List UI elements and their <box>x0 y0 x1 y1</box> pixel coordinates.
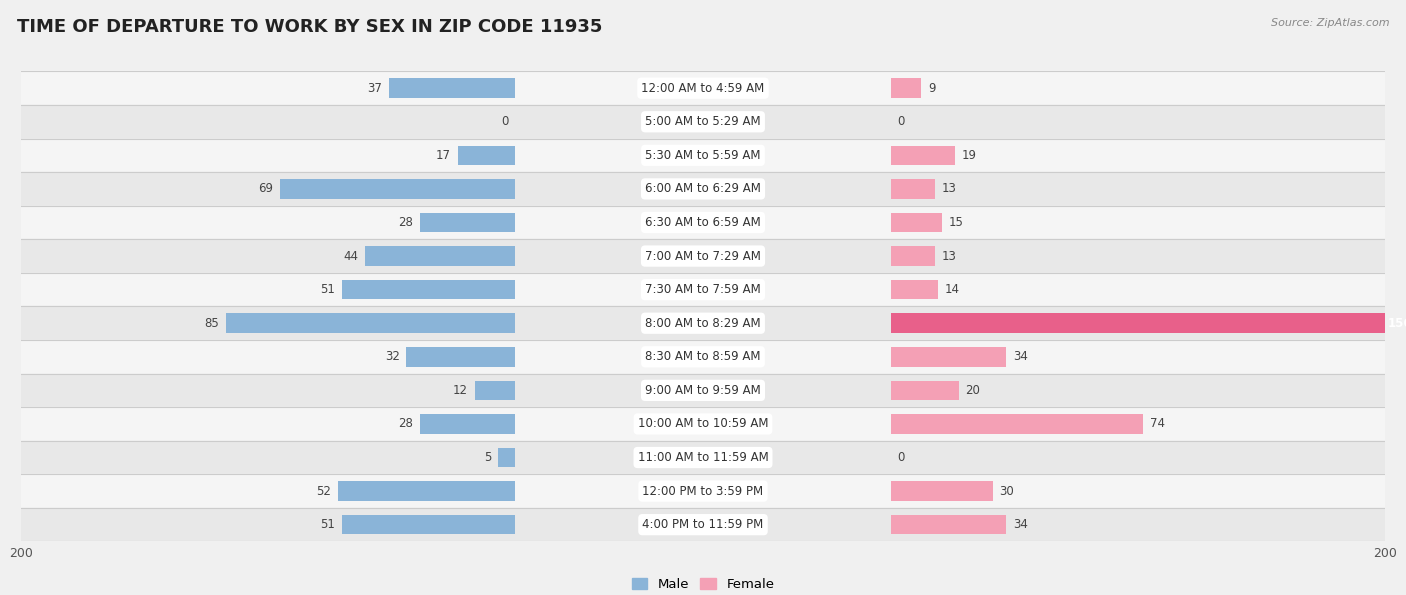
Text: 14: 14 <box>945 283 960 296</box>
Bar <box>475 381 516 400</box>
Bar <box>226 314 516 333</box>
Bar <box>890 79 921 98</box>
Text: 28: 28 <box>398 418 413 430</box>
Text: 15: 15 <box>949 216 963 229</box>
Text: 0: 0 <box>897 115 904 129</box>
Text: 85: 85 <box>204 317 219 330</box>
Bar <box>890 381 959 400</box>
Bar <box>21 374 1385 407</box>
Text: TIME OF DEPARTURE TO WORK BY SEX IN ZIP CODE 11935: TIME OF DEPARTURE TO WORK BY SEX IN ZIP … <box>17 18 602 36</box>
Text: 156: 156 <box>1388 317 1406 330</box>
Text: 7:00 AM to 7:29 AM: 7:00 AM to 7:29 AM <box>645 249 761 262</box>
Text: 37: 37 <box>367 82 382 95</box>
Text: 6:30 AM to 6:59 AM: 6:30 AM to 6:59 AM <box>645 216 761 229</box>
Text: 12:00 PM to 3:59 PM: 12:00 PM to 3:59 PM <box>643 484 763 497</box>
Bar <box>890 414 1143 434</box>
Text: 17: 17 <box>436 149 451 162</box>
Bar <box>21 172 1385 206</box>
Text: 12: 12 <box>453 384 468 397</box>
Bar <box>21 441 1385 474</box>
Text: 10:00 AM to 10:59 AM: 10:00 AM to 10:59 AM <box>638 418 768 430</box>
Bar <box>890 314 1406 333</box>
Bar <box>21 71 1385 105</box>
Text: 9:00 AM to 9:59 AM: 9:00 AM to 9:59 AM <box>645 384 761 397</box>
Text: 34: 34 <box>1014 350 1028 364</box>
Text: 34: 34 <box>1014 518 1028 531</box>
Bar <box>499 448 516 467</box>
Text: 6:00 AM to 6:29 AM: 6:00 AM to 6:29 AM <box>645 183 761 195</box>
Bar <box>457 146 516 165</box>
Bar <box>366 246 516 266</box>
Bar <box>342 280 516 299</box>
Text: 19: 19 <box>962 149 977 162</box>
Text: 5:30 AM to 5:59 AM: 5:30 AM to 5:59 AM <box>645 149 761 162</box>
Text: Source: ZipAtlas.com: Source: ZipAtlas.com <box>1271 18 1389 28</box>
Text: 8:30 AM to 8:59 AM: 8:30 AM to 8:59 AM <box>645 350 761 364</box>
Bar <box>21 474 1385 508</box>
Bar <box>890 146 955 165</box>
Bar <box>21 407 1385 441</box>
Bar <box>890 347 1007 367</box>
Text: 74: 74 <box>1150 418 1164 430</box>
Text: 8:00 AM to 8:29 AM: 8:00 AM to 8:29 AM <box>645 317 761 330</box>
Text: 30: 30 <box>1000 484 1014 497</box>
Bar <box>21 139 1385 172</box>
Text: 9: 9 <box>928 82 935 95</box>
Bar <box>890 515 1007 534</box>
Legend: Male, Female: Male, Female <box>626 572 780 595</box>
Bar <box>406 347 516 367</box>
Bar <box>420 414 516 434</box>
Text: 0: 0 <box>502 115 509 129</box>
Bar <box>420 213 516 232</box>
Text: 5:00 AM to 5:29 AM: 5:00 AM to 5:29 AM <box>645 115 761 129</box>
Text: 51: 51 <box>321 518 335 531</box>
Text: 11:00 AM to 11:59 AM: 11:00 AM to 11:59 AM <box>638 451 768 464</box>
Bar <box>21 206 1385 239</box>
Bar <box>890 179 935 199</box>
Bar <box>890 481 993 501</box>
Bar <box>21 340 1385 374</box>
Text: 32: 32 <box>385 350 399 364</box>
Text: 7:30 AM to 7:59 AM: 7:30 AM to 7:59 AM <box>645 283 761 296</box>
Text: 4:00 PM to 11:59 PM: 4:00 PM to 11:59 PM <box>643 518 763 531</box>
Bar <box>21 239 1385 273</box>
Text: 13: 13 <box>942 183 956 195</box>
Text: 5: 5 <box>484 451 492 464</box>
Bar <box>21 273 1385 306</box>
Bar <box>342 515 516 534</box>
Bar <box>890 246 935 266</box>
Bar <box>280 179 516 199</box>
Text: 69: 69 <box>259 183 273 195</box>
Text: 20: 20 <box>966 384 980 397</box>
Bar <box>21 508 1385 541</box>
Bar <box>389 79 516 98</box>
Bar <box>339 481 516 501</box>
Text: 13: 13 <box>942 249 956 262</box>
Text: 12:00 AM to 4:59 AM: 12:00 AM to 4:59 AM <box>641 82 765 95</box>
Bar <box>890 213 942 232</box>
Bar <box>890 280 938 299</box>
Bar <box>21 105 1385 139</box>
Text: 44: 44 <box>343 249 359 262</box>
Text: 28: 28 <box>398 216 413 229</box>
Text: 52: 52 <box>316 484 332 497</box>
Bar <box>21 306 1385 340</box>
Text: 51: 51 <box>321 283 335 296</box>
Text: 0: 0 <box>897 451 904 464</box>
